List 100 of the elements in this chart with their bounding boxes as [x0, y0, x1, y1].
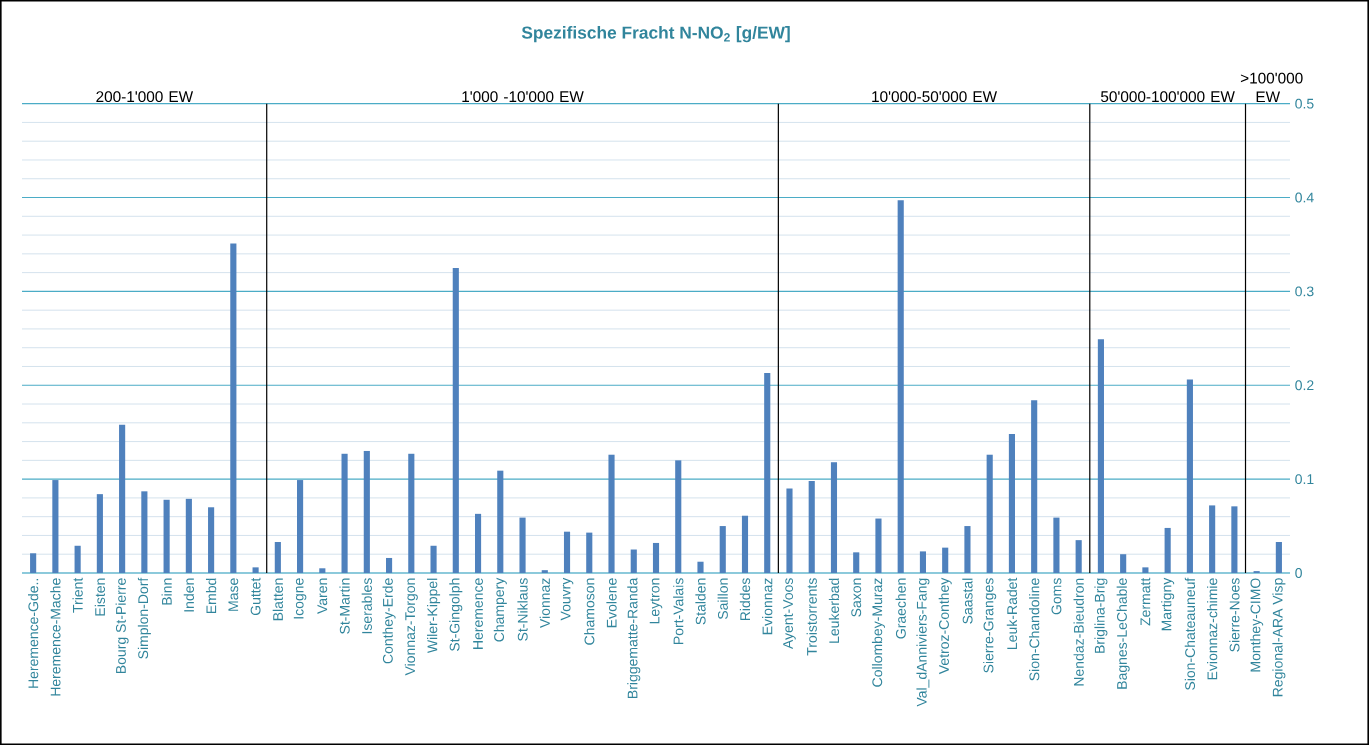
- bar: [297, 480, 304, 573]
- bar: [786, 488, 793, 573]
- x-tick-label: Conthey-Erde: [382, 578, 396, 664]
- x-tick-label: Leuk-Radet: [1006, 577, 1018, 649]
- bar: [1231, 506, 1238, 573]
- x-tick-label: Troistorrents: [806, 578, 817, 656]
- x-tick-label: Bourg St-Pierre: [115, 578, 129, 674]
- x-tick-label: Vouvry: [560, 577, 574, 621]
- x-tick-label: Regional-ARA Visp: [1272, 578, 1286, 697]
- bar: [96, 494, 103, 573]
- x-tick-label: Goms: [1051, 578, 1062, 615]
- bar: [52, 480, 59, 573]
- x-tick-label: St-Niklaus: [517, 578, 528, 641]
- y-tick-label: 0.2: [1295, 380, 1314, 391]
- bar: [875, 518, 882, 573]
- bar: [497, 470, 504, 573]
- y-tick-label: 0: [1295, 568, 1302, 578]
- y-tick-label: 0.3: [1295, 286, 1314, 297]
- x-tick-label: Icogne: [293, 578, 307, 619]
- bar: [1142, 567, 1149, 573]
- x-tick-label: Trient: [72, 577, 83, 613]
- bar: [430, 545, 437, 573]
- bar: [853, 552, 860, 573]
- x-tick-label: Vetroz-Conthey: [938, 577, 952, 675]
- x-tick-label: Port-Valais: [673, 578, 684, 644]
- bar: [697, 561, 704, 573]
- bar: [30, 553, 37, 573]
- bar: [319, 568, 326, 573]
- bar: [1186, 379, 1193, 573]
- x-tick-label: St-Martin: [339, 578, 350, 634]
- bar: [652, 542, 660, 573]
- bar: [1097, 339, 1104, 573]
- x-tick-label: Heremence: [473, 578, 483, 649]
- bar: [452, 267, 459, 573]
- bar: [230, 243, 237, 573]
- bar: [474, 513, 482, 573]
- bar: [586, 532, 593, 573]
- x-tick-label: Chamoson: [584, 578, 595, 645]
- bar: [764, 373, 771, 573]
- x-tick-label: Saastal: [962, 578, 973, 624]
- x-tick-label: Briglina-Brig: [1094, 578, 1108, 653]
- x-tick-label: Sion-Chandoline: [1029, 578, 1040, 681]
- y-tick-label: 0.4: [1295, 192, 1314, 203]
- bar: [252, 567, 259, 573]
- x-tick-label: Binn: [161, 578, 172, 605]
- bar: [741, 515, 749, 573]
- x-tick-label: Simplon-Dorf: [137, 577, 151, 659]
- x-tick-label: Inden: [183, 578, 194, 612]
- x-tick-label: Graechen: [895, 578, 906, 639]
- bar: [964, 526, 971, 573]
- bar: [185, 498, 192, 573]
- x-tick-label: Champery: [493, 577, 507, 642]
- x-tick-label: Monthey-CIMO: [1250, 578, 1264, 672]
- x-tick-label: Embd: [205, 578, 217, 614]
- bar: [274, 542, 281, 573]
- y-tick-label: 0.1: [1295, 474, 1314, 485]
- x-tick-label: Wiler-Kippel: [427, 578, 441, 654]
- bar: [608, 454, 615, 573]
- bar: [719, 526, 726, 573]
- bar: [630, 549, 637, 573]
- x-tick-label: Heremence-Mache: [50, 578, 61, 696]
- x-tick-label: Mase: [228, 578, 239, 611]
- x-tick-label: Heremence-Gde..: [28, 578, 39, 688]
- bar: [141, 491, 148, 573]
- x-tick-label: Evionnaz-chimie: [1207, 578, 1218, 680]
- x-tick-label: Eisten: [94, 578, 106, 616]
- x-tick-label: Evionnaz: [762, 578, 773, 635]
- bar: [986, 454, 993, 573]
- x-tick-label: Riddes: [739, 578, 751, 621]
- bar: [1075, 540, 1082, 573]
- x-tick-label: Sion-Chateauneuf: [1184, 577, 1196, 690]
- bar: [897, 200, 904, 573]
- x-tick-label: Varen: [317, 578, 328, 614]
- text: 1'000 -10'000 EW: [462, 91, 584, 103]
- x-tick-label: Evolene: [606, 578, 617, 628]
- x-tick-label: Sierre-Granges: [983, 578, 997, 673]
- bar: [1120, 554, 1127, 573]
- x-tick-label: Vionnaz: [539, 578, 550, 628]
- x-tick-label: Guttet: [250, 577, 261, 616]
- bar: [541, 570, 548, 573]
- bar: [1164, 527, 1171, 573]
- x-tick-label: Briggematte-Randa: [627, 577, 641, 698]
- x-tick-label: Leytron: [649, 578, 663, 624]
- bar: [675, 460, 682, 573]
- bar: [1031, 400, 1038, 573]
- bar: [808, 481, 815, 573]
- x-tick-label: Iserables: [361, 578, 372, 634]
- bar: [363, 450, 370, 573]
- bar: [1209, 505, 1216, 573]
- text: 10'000-50'000 EW: [872, 91, 998, 103]
- x-tick-label: Ayent-Voos: [783, 578, 796, 650]
- x-tick-label: St-Gingolph: [449, 578, 463, 651]
- bar: [830, 462, 838, 573]
- bar: [1275, 542, 1282, 573]
- x-tick-label: Blatten: [272, 578, 283, 621]
- bar: [341, 453, 348, 573]
- bar: [163, 499, 170, 573]
- bar: [942, 547, 949, 573]
- x-tick-label: Val_dAnniviers-Fang: [916, 578, 930, 707]
- x-tick-label: Vionnaz-Torgon: [404, 578, 418, 676]
